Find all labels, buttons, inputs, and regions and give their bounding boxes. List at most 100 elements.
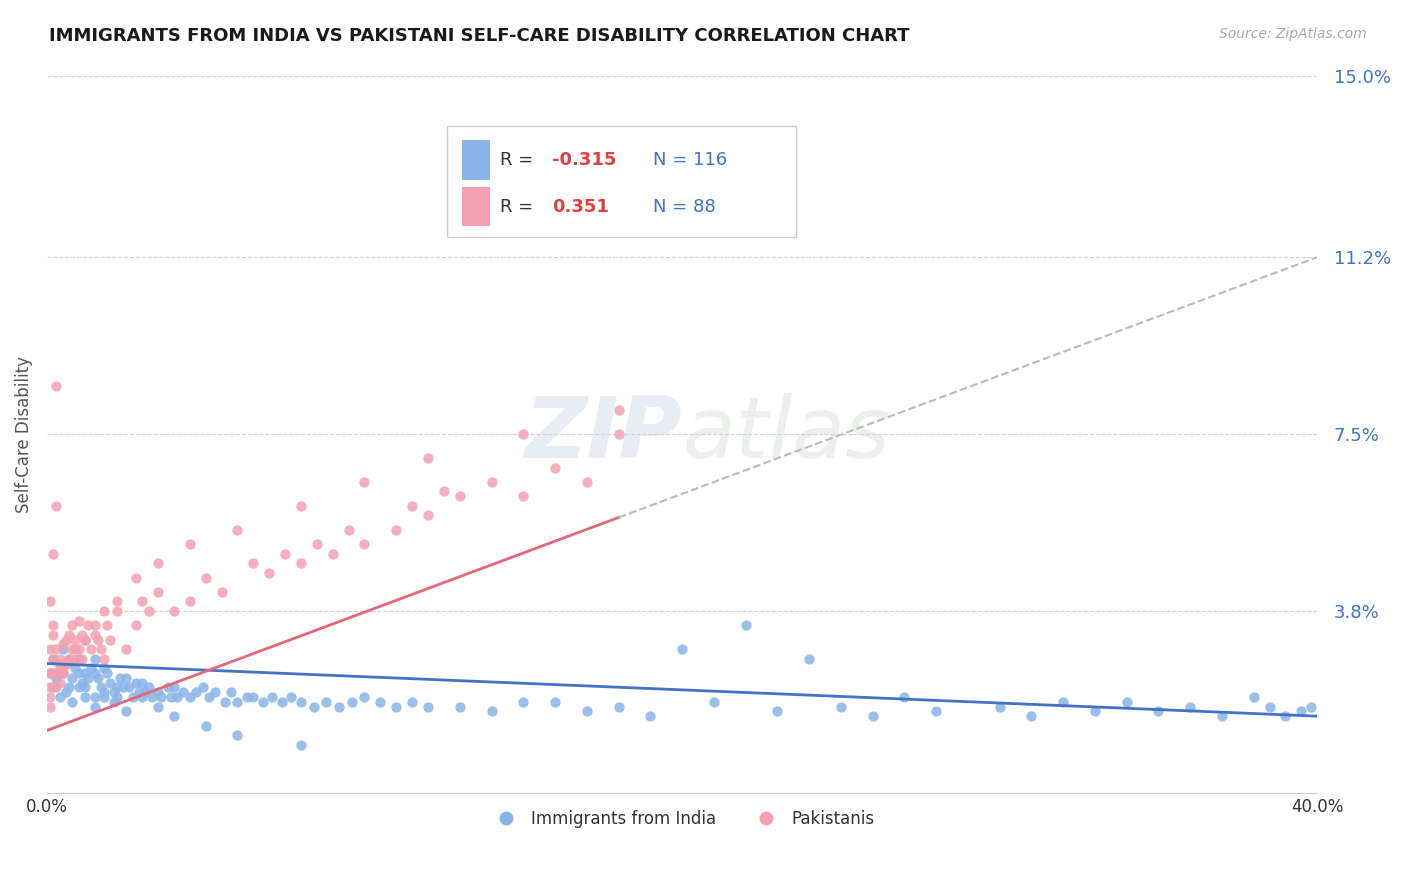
Point <box>401 695 423 709</box>
Point <box>83 618 105 632</box>
Point <box>280 690 302 704</box>
Point <box>70 675 93 690</box>
Point <box>73 681 96 695</box>
Point <box>290 738 312 752</box>
Point <box>270 695 292 709</box>
Point <box>42 681 65 695</box>
Point <box>219 685 242 699</box>
Point <box>146 699 169 714</box>
Point <box>55 657 77 671</box>
Y-axis label: Self-Care Disability: Self-Care Disability <box>15 356 32 513</box>
Bar <box>463 140 491 179</box>
Point <box>322 547 344 561</box>
Point <box>42 652 65 666</box>
Point <box>640 709 662 723</box>
Point <box>67 652 90 666</box>
Point <box>179 690 201 704</box>
Point <box>86 632 108 647</box>
Point <box>45 681 67 695</box>
Point <box>257 566 280 580</box>
Point <box>115 642 138 657</box>
Point <box>337 523 360 537</box>
Point <box>134 685 156 699</box>
Point <box>105 690 128 704</box>
Point <box>52 642 75 657</box>
Bar <box>463 186 491 226</box>
Point <box>163 604 186 618</box>
Point <box>433 484 456 499</box>
Point <box>86 671 108 685</box>
Point <box>274 547 297 561</box>
Point <box>73 690 96 704</box>
Point <box>83 666 105 681</box>
Text: R =: R = <box>501 198 540 216</box>
Point <box>340 695 363 709</box>
Point <box>67 681 90 695</box>
Point <box>146 685 169 699</box>
Point <box>93 690 115 704</box>
Point <box>290 499 312 513</box>
Point <box>1299 699 1322 714</box>
Point <box>118 681 141 695</box>
Point <box>226 728 249 742</box>
Point <box>703 695 725 709</box>
Point <box>262 690 284 704</box>
Point <box>353 690 375 704</box>
Point <box>830 699 852 714</box>
Point <box>481 475 503 489</box>
Point <box>100 675 122 690</box>
Point <box>1243 690 1265 704</box>
Point <box>115 705 138 719</box>
Point <box>93 604 115 618</box>
Point <box>385 699 408 714</box>
Point <box>125 570 148 584</box>
Point <box>797 652 820 666</box>
Text: atlas: atlas <box>682 392 890 475</box>
Point <box>55 657 77 671</box>
Point <box>138 681 160 695</box>
Point <box>156 681 179 695</box>
Point <box>42 547 65 561</box>
Point <box>39 666 62 681</box>
Point <box>416 508 439 523</box>
Point <box>67 666 90 681</box>
Point <box>45 666 67 681</box>
Point <box>138 604 160 618</box>
Point <box>988 699 1011 714</box>
Point <box>45 379 67 393</box>
Point <box>48 690 70 704</box>
Point <box>179 594 201 608</box>
Point <box>236 690 259 704</box>
Point <box>90 642 112 657</box>
Point <box>83 652 105 666</box>
Point <box>45 671 67 685</box>
Point <box>73 666 96 681</box>
Point <box>48 675 70 690</box>
Point <box>60 618 83 632</box>
Point <box>925 705 948 719</box>
Point <box>179 537 201 551</box>
Point <box>131 594 153 608</box>
Point <box>226 695 249 709</box>
Point <box>39 594 62 608</box>
Point <box>544 695 567 709</box>
Text: 0.351: 0.351 <box>553 198 609 216</box>
Point <box>55 685 77 699</box>
Point <box>204 685 226 699</box>
Point <box>67 614 90 628</box>
Point <box>191 681 214 695</box>
Point <box>121 690 143 704</box>
Point <box>416 699 439 714</box>
Point <box>80 642 103 657</box>
Point <box>45 642 67 657</box>
Point <box>93 685 115 699</box>
Point <box>211 585 233 599</box>
Text: IMMIGRANTS FROM INDIA VS PAKISTANI SELF-CARE DISABILITY CORRELATION CHART: IMMIGRANTS FROM INDIA VS PAKISTANI SELF-… <box>49 27 910 45</box>
Point <box>252 695 274 709</box>
Point <box>93 661 115 675</box>
Point <box>1258 699 1281 714</box>
Point <box>65 661 87 675</box>
Point <box>105 594 128 608</box>
Point <box>58 681 80 695</box>
Point <box>73 632 96 647</box>
